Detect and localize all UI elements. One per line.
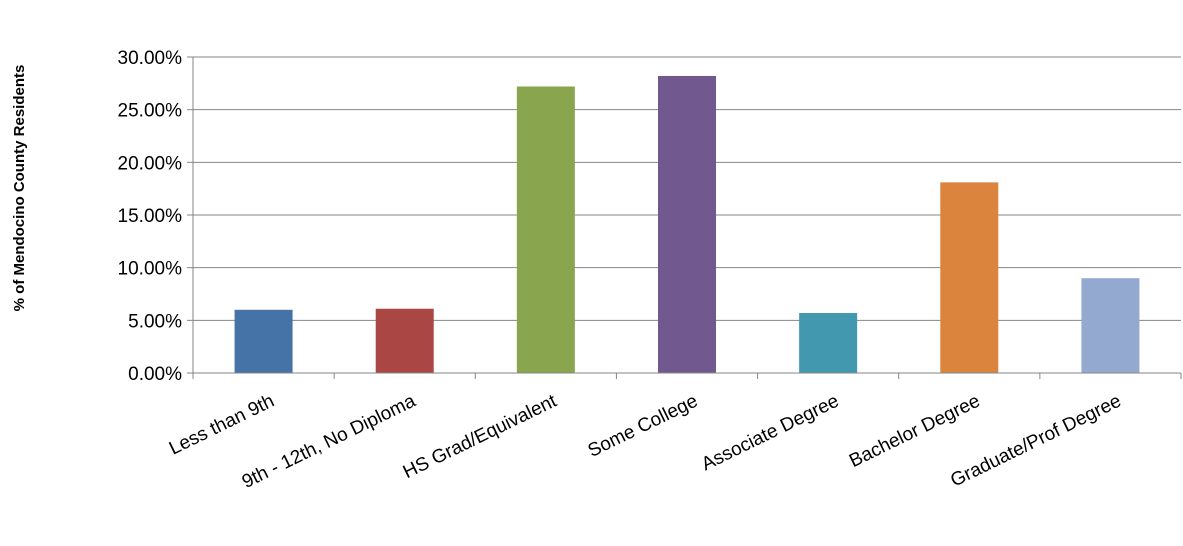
y-tick-label: 15.00%	[118, 206, 183, 227]
x-tick-label: HS Grad/Equivalent	[400, 390, 561, 483]
bar-less-than-9th	[234, 309, 293, 373]
y-tick-labels: 0.00% 5.00% 10.00% 15.00% 20.00% 25.00% 30.00%	[118, 48, 183, 385]
y-tick-label: 30.00%	[118, 48, 183, 69]
x-tick-label: Less than 9th	[166, 391, 278, 460]
y-tick-label: 0.00%	[128, 364, 182, 385]
bar-some-college	[658, 75, 716, 374]
y-tick-label: 5.00%	[128, 311, 182, 332]
x-tick-label: Some College	[585, 391, 701, 462]
y-tick-label: 20.00%	[118, 153, 183, 174]
y-tick-label: 10.00%	[118, 259, 183, 280]
x-tick-label: Bachelor Degree	[846, 391, 983, 472]
axes	[192, 57, 1181, 374]
y-tick-label: 25.00%	[118, 101, 183, 122]
bar-bachelor-degree	[940, 182, 999, 373]
bars	[234, 75, 1140, 374]
y-axis-title: % of Mendocino County Residents	[11, 65, 28, 312]
x-tick-label: Associate Degree	[698, 391, 842, 476]
bar-associate-degree	[799, 312, 858, 373]
bar-9th-12th-no-diploma	[375, 308, 434, 373]
bar-graduate-prof-degree	[1081, 278, 1140, 373]
bar-hs-grad-equivalent	[516, 86, 575, 373]
